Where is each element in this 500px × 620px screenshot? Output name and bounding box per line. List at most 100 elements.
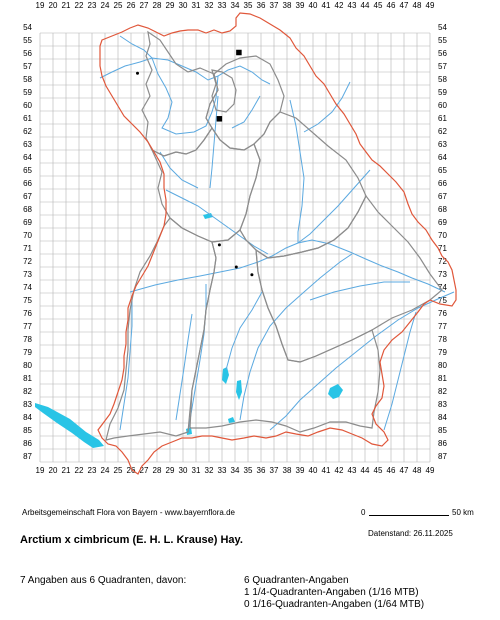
y-tick-label-right: 74 bbox=[438, 283, 447, 292]
y-tick-label-left: 63 bbox=[23, 140, 32, 149]
lake-ammersee bbox=[222, 367, 229, 384]
x-tick-label-bottom: 39 bbox=[296, 466, 305, 475]
y-tick-label-left: 81 bbox=[23, 374, 32, 383]
x-tick-label-top: 45 bbox=[374, 1, 383, 10]
x-tick-label-bottom: 26 bbox=[127, 466, 136, 475]
credit-line: Arbeitsgemeinschaft Flora von Bayern - w… bbox=[22, 508, 235, 517]
y-tick-label-left: 54 bbox=[23, 23, 32, 32]
y-tick-label-left: 83 bbox=[23, 400, 32, 409]
rivers bbox=[99, 35, 455, 433]
x-tick-label-bottom: 21 bbox=[62, 466, 71, 475]
x-tick-label-bottom: 35 bbox=[244, 466, 253, 475]
x-tick-label-bottom: 45 bbox=[374, 466, 383, 475]
river-salzach bbox=[383, 311, 417, 431]
x-tick-label-bottom: 24 bbox=[101, 466, 110, 475]
x-tick-label-bottom: 37 bbox=[270, 466, 279, 475]
y-tick-label-right: 68 bbox=[438, 205, 447, 214]
lake-forggensee bbox=[186, 427, 192, 435]
x-tick-label-top: 26 bbox=[127, 1, 136, 10]
x-tick-label-top: 33 bbox=[218, 1, 227, 10]
x-tick-label-bottom: 22 bbox=[75, 466, 84, 475]
y-tick-label-right: 54 bbox=[438, 23, 447, 32]
border-oberbayern bbox=[189, 229, 381, 433]
x-tick-label-bottom: 46 bbox=[387, 466, 396, 475]
x-tick-label-bottom: 19 bbox=[36, 466, 45, 475]
river-ilm bbox=[303, 81, 351, 133]
lake-bodensee bbox=[35, 403, 104, 448]
y-tick-label-right: 58 bbox=[438, 75, 447, 84]
y-tick-label-left: 60 bbox=[23, 101, 32, 110]
y-tick-label-left: 67 bbox=[23, 192, 32, 201]
x-tick-label-top: 23 bbox=[88, 1, 97, 10]
y-tick-label-left: 74 bbox=[23, 283, 32, 292]
y-tick-label-left: 80 bbox=[23, 361, 32, 370]
occurrence-marker-quadrant bbox=[216, 116, 223, 122]
y-tick-label-right: 60 bbox=[438, 101, 447, 110]
x-tick-label-top: 31 bbox=[192, 1, 201, 10]
scale-end-label: 50 km bbox=[452, 508, 474, 517]
y-tick-label-left: 78 bbox=[23, 335, 32, 344]
y-tick-label-right: 75 bbox=[438, 296, 447, 305]
y-tick-label-right: 69 bbox=[438, 218, 447, 227]
lake-starnberger-see bbox=[236, 380, 242, 400]
x-tick-label-top: 20 bbox=[49, 1, 58, 10]
y-tick-label-left: 66 bbox=[23, 179, 32, 188]
y-tick-label-left: 85 bbox=[23, 426, 32, 435]
x-tick-label-top: 34 bbox=[231, 1, 240, 10]
y-tick-label-right: 80 bbox=[438, 361, 447, 370]
river-inn bbox=[269, 291, 455, 431]
x-tick-label-top: 22 bbox=[75, 1, 84, 10]
river-wertach bbox=[175, 313, 193, 421]
district-borders bbox=[105, 30, 443, 441]
bavaria-state-border bbox=[97, 12, 457, 475]
distribution-map: 19 19 20 20 21 21 22 22 23 23 24 24 25 25 26 26 27 27 28 28… bbox=[23, 1, 457, 475]
y-tick-label-right: 59 bbox=[438, 88, 447, 97]
y-tick-label-right: 73 bbox=[438, 270, 447, 279]
y-tick-label-left: 58 bbox=[23, 75, 32, 84]
river-regnitz bbox=[209, 95, 219, 189]
y-tick-label-right: 76 bbox=[438, 309, 447, 318]
y-tick-label-left: 87 bbox=[23, 452, 32, 461]
x-tick-label-top: 32 bbox=[205, 1, 214, 10]
quadrant-count-quarter: 1 1/4-Quadranten-Angaben (1/16 MTB) bbox=[244, 587, 419, 598]
y-tick-label-left: 65 bbox=[23, 166, 32, 175]
river-altmuehl bbox=[165, 189, 269, 255]
x-tick-label-bottom: 28 bbox=[153, 466, 162, 475]
x-tick-label-top: 38 bbox=[283, 1, 292, 10]
x-tick-label-bottom: 49 bbox=[426, 466, 435, 475]
x-tick-label-bottom: 44 bbox=[361, 466, 370, 475]
y-tick-label-right: 70 bbox=[438, 231, 447, 240]
river-main bbox=[99, 57, 271, 85]
x-tick-label-top: 41 bbox=[322, 1, 331, 10]
y-tick-label-left: 68 bbox=[23, 205, 32, 214]
border-mittelfranken bbox=[150, 126, 261, 243]
y-tick-label-right: 77 bbox=[438, 322, 447, 331]
y-tick-label-right: 72 bbox=[438, 257, 447, 266]
x-tick-label-top: 36 bbox=[257, 1, 266, 10]
x-tick-label-top: 27 bbox=[140, 1, 149, 10]
x-tick-label-top: 35 bbox=[244, 1, 253, 10]
occurrence-markers bbox=[136, 49, 254, 277]
y-tick-label-left: 56 bbox=[23, 49, 32, 58]
y-tick-label-left: 69 bbox=[23, 218, 32, 227]
y-tick-label-right: 63 bbox=[438, 140, 447, 149]
y-tick-label-right: 65 bbox=[438, 166, 447, 175]
x-tick-label-bottom: 20 bbox=[49, 466, 58, 475]
x-tick-label-bottom: 29 bbox=[166, 466, 175, 475]
x-tick-label-bottom: 25 bbox=[114, 466, 123, 475]
y-tick-label-right: 55 bbox=[438, 36, 447, 45]
y-tick-label-right: 57 bbox=[438, 62, 447, 71]
y-tick-label-right: 83 bbox=[438, 400, 447, 409]
y-tick-label-right: 79 bbox=[438, 348, 447, 357]
x-tick-label-bottom: 47 bbox=[400, 466, 409, 475]
x-tick-label-top: 30 bbox=[179, 1, 188, 10]
lakes bbox=[35, 213, 343, 448]
x-tick-label-bottom: 48 bbox=[413, 466, 422, 475]
x-tick-label-bottom: 41 bbox=[322, 466, 331, 475]
x-tick-label-bottom: 33 bbox=[218, 466, 227, 475]
x-tick-label-top: 47 bbox=[400, 1, 409, 10]
y-tick-label-right: 64 bbox=[438, 153, 447, 162]
x-tick-label-top: 42 bbox=[335, 1, 344, 10]
y-tick-label-right: 82 bbox=[438, 387, 447, 396]
lake-chiemsee bbox=[328, 384, 343, 399]
